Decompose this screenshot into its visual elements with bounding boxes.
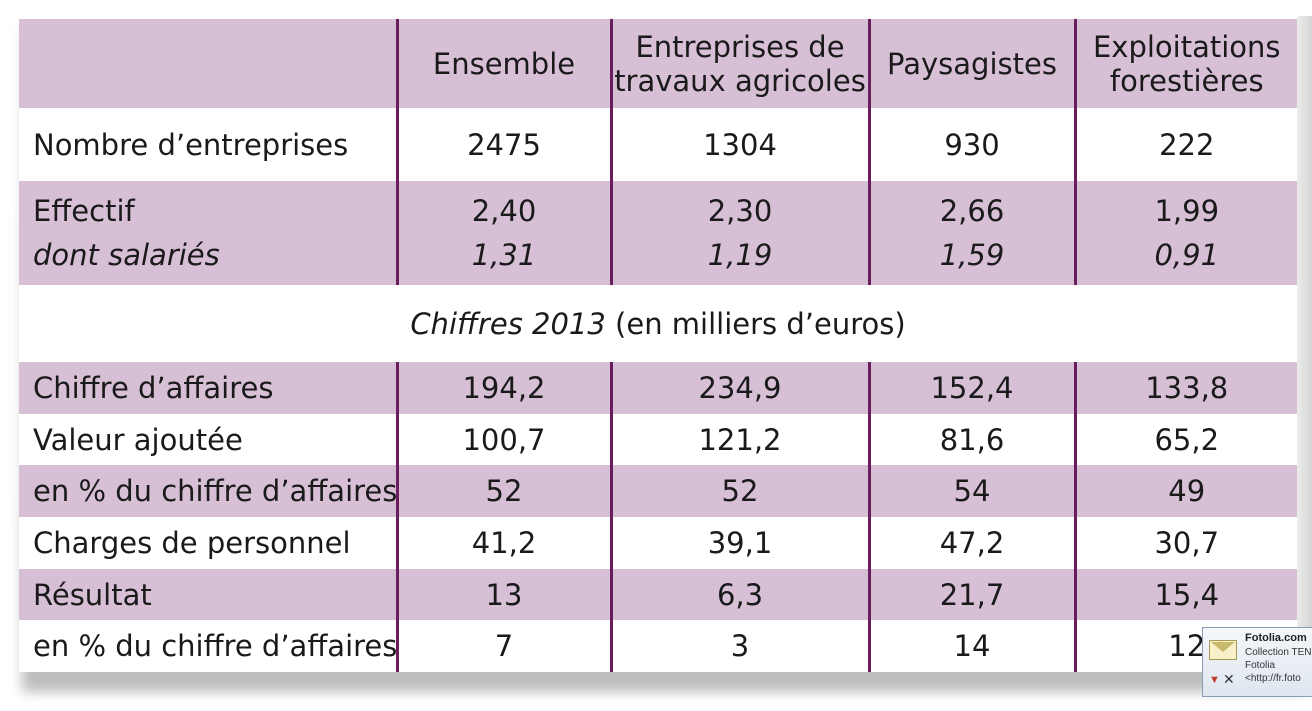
row-label: Résultat [19, 568, 397, 621]
row-label: Valeur ajoutée [33, 422, 243, 457]
cell-forestieres: 65,2 [1073, 413, 1297, 466]
cell-paysagistes: 14 [867, 620, 1075, 673]
row-label: en % du chiffre d’affaires [19, 465, 397, 518]
cell-paysagistes: 2,66 1,59 [867, 181, 1075, 285]
row-label: Charges de personnel [33, 525, 351, 560]
table-row-chiffre-affaires: Chiffre d’affaires 194,2 234,9 152,4 133… [19, 362, 1297, 414]
close-icon[interactable]: ✕ [1223, 671, 1235, 687]
cell-forestieres: 1,99 0,91 [1073, 181, 1297, 285]
cell-paysagistes: 930 [867, 108, 1075, 181]
header-exploitations-forestieres: Exploitations forestières [1073, 19, 1297, 108]
fotolia-notification[interactable]: Fotolia.com Collection TEN Fotolia <http… [1202, 627, 1312, 697]
cell-ensemble: 2,40 1,31 [395, 181, 611, 285]
cell-eta: 121,2 [609, 413, 869, 466]
cell-paysagistes: 81,6 [867, 413, 1075, 466]
cell-paysagistes: 54 [867, 465, 1075, 518]
cell-eta: 6,3 [609, 568, 869, 621]
row-label: en % du chiffre d’affaires [33, 629, 397, 664]
cell-ensemble: 7 [395, 620, 611, 673]
header-eta-line1: Entreprises de [635, 29, 845, 64]
cell-eta: 52 [609, 465, 869, 518]
cell-paysagistes: 152,4 [867, 362, 1075, 414]
table-row-va-pct: en % du chiffre d’affaires 52 52 54 49 [19, 465, 1297, 518]
header-entreprises-travaux: Entreprises de travaux agricoles [609, 19, 869, 108]
row-label: Effectif dont salariés [19, 181, 397, 285]
flag-icon[interactable]: ▼ [1209, 674, 1220, 686]
cell-sub: 1,31 [471, 238, 537, 272]
notification-title: Fotolia.com [1245, 632, 1307, 644]
cell-main: 1,99 [1154, 194, 1220, 228]
header-ensemble-text: Ensemble [432, 46, 576, 81]
cell-paysagistes: 21,7 [867, 568, 1075, 621]
page-edge [1297, 16, 1312, 686]
cell-sub: 0,91 [1154, 238, 1220, 272]
notification-line: Fotolia [1245, 660, 1276, 671]
cell-ensemble: 194,2 [395, 362, 611, 414]
table-row-resultat: Résultat 13 6,3 21,7 15,4 [19, 568, 1297, 621]
cell-main: 2,40 [471, 194, 537, 228]
row-label: Chiffre d’affaires [19, 362, 397, 414]
data-table: Ensemble Entreprises de travaux agricole… [19, 19, 1297, 673]
table-row-valeur-ajoutee: Valeur ajoutée 100,7 121,2 81,6 65,2 [19, 413, 1297, 466]
cell-forestieres: 30,7 [1073, 517, 1297, 569]
header-ef-line1: Exploitations [1092, 29, 1281, 64]
cell-sub: 1,19 [707, 238, 773, 272]
header-ensemble: Ensemble [395, 19, 611, 108]
cell-forestieres: 133,8 [1073, 362, 1297, 414]
header-corner [19, 19, 397, 108]
row-label-sub: dont salariés [33, 238, 220, 272]
cell-ensemble: 2475 [395, 108, 611, 181]
envelope-icon [1209, 640, 1237, 660]
section-title-italic: Chiffres 2013 [410, 306, 606, 341]
header-row: Ensemble Entreprises de travaux agricole… [19, 19, 1297, 108]
cell-forestieres: 15,4 [1073, 568, 1297, 621]
notification-line: Collection TEN [1245, 647, 1312, 658]
section-title-rest: (en milliers d’euros) [615, 306, 906, 341]
table-row-nombre: Nombre d’entreprises 2475 1304 930 222 [19, 108, 1297, 181]
table-row-charges-personnel: Charges de personnel 41,2 39,1 47,2 30,7 [19, 517, 1297, 569]
cell-eta: 39,1 [609, 517, 869, 569]
header-eta-line2: travaux agricoles [614, 63, 866, 98]
cell-eta: 234,9 [609, 362, 869, 414]
header-paysagistes-text: Paysagistes [887, 46, 1057, 81]
cell-sub: 1,59 [939, 238, 1005, 272]
header-ef-line2: forestières [1109, 63, 1264, 98]
cell-eta: 1304 [609, 108, 869, 181]
cell-eta: 3 [609, 620, 869, 673]
cell-ensemble: 52 [395, 465, 611, 518]
cell-ensemble: 100,7 [395, 413, 611, 466]
table-row-effectif: Effectif dont salariés 2,40 1,31 2,30 1,… [19, 181, 1297, 285]
section-row: Chiffres 2013 (en milliers d’euros) [19, 285, 1297, 362]
cell-paysagistes: 47,2 [867, 517, 1075, 569]
cell-main: 2,66 [939, 194, 1005, 228]
header-paysagistes: Paysagistes [867, 19, 1075, 108]
cell-eta: 2,30 1,19 [609, 181, 869, 285]
table-row-resultat-pct: en % du chiffre d’affaires 7 3 14 12 [19, 620, 1297, 673]
cell-forestieres: 49 [1073, 465, 1297, 518]
section-title: Chiffres 2013 (en milliers d’euros) [19, 285, 1297, 362]
cell-forestieres: 222 [1073, 108, 1297, 181]
cell-ensemble: 41,2 [395, 517, 611, 569]
row-label: Nombre d’entreprises [33, 127, 349, 162]
row-label-main: Effectif [33, 194, 135, 228]
notification-line: <http://fr.foto [1245, 673, 1301, 684]
cell-main: 2,30 [707, 194, 773, 228]
cell-ensemble: 13 [395, 568, 611, 621]
